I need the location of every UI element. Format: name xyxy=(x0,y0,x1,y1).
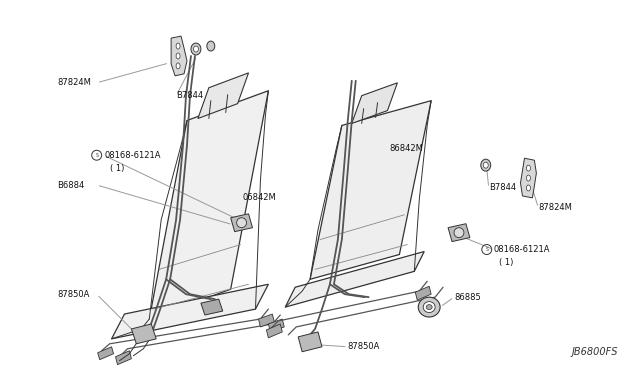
Polygon shape xyxy=(448,224,470,241)
Polygon shape xyxy=(230,214,253,232)
Ellipse shape xyxy=(527,165,531,171)
Ellipse shape xyxy=(176,63,180,69)
Polygon shape xyxy=(131,324,156,344)
Polygon shape xyxy=(266,324,282,338)
Text: 86885: 86885 xyxy=(454,293,481,302)
Ellipse shape xyxy=(481,159,491,171)
Ellipse shape xyxy=(191,43,201,55)
Text: 87850A: 87850A xyxy=(57,290,90,299)
Ellipse shape xyxy=(176,43,180,49)
Text: 87824M: 87824M xyxy=(57,78,91,87)
Ellipse shape xyxy=(193,46,198,52)
Polygon shape xyxy=(352,83,397,124)
Text: ( 1): ( 1) xyxy=(109,164,124,173)
Polygon shape xyxy=(520,158,536,198)
Text: S: S xyxy=(485,247,488,252)
Polygon shape xyxy=(171,36,187,76)
Polygon shape xyxy=(116,351,131,365)
Text: S: S xyxy=(95,153,98,158)
Polygon shape xyxy=(259,314,275,327)
Text: B7844: B7844 xyxy=(176,91,204,100)
Text: ( 1): ( 1) xyxy=(499,258,513,267)
Polygon shape xyxy=(111,284,268,339)
Text: B7844: B7844 xyxy=(489,183,516,192)
Text: 08168-6121A: 08168-6121A xyxy=(493,245,550,254)
Polygon shape xyxy=(268,319,284,332)
Ellipse shape xyxy=(527,175,531,181)
Text: 87850A: 87850A xyxy=(348,342,380,351)
Circle shape xyxy=(237,218,246,228)
Circle shape xyxy=(454,228,464,238)
Ellipse shape xyxy=(426,305,432,310)
Text: 87824M: 87824M xyxy=(538,203,572,212)
Polygon shape xyxy=(98,347,113,360)
Ellipse shape xyxy=(419,297,440,317)
Polygon shape xyxy=(201,299,223,315)
Text: B6884: B6884 xyxy=(57,180,84,189)
Text: 08168-6121A: 08168-6121A xyxy=(104,151,161,160)
Text: 06842M: 06842M xyxy=(243,193,276,202)
Polygon shape xyxy=(310,101,431,279)
Ellipse shape xyxy=(207,41,215,51)
Ellipse shape xyxy=(423,302,435,312)
Polygon shape xyxy=(298,332,322,352)
Polygon shape xyxy=(285,251,424,307)
Ellipse shape xyxy=(176,53,180,59)
Text: 86842M: 86842M xyxy=(390,144,423,153)
Ellipse shape xyxy=(483,162,488,168)
Ellipse shape xyxy=(527,185,531,191)
Polygon shape xyxy=(198,73,248,119)
Polygon shape xyxy=(415,286,431,300)
Text: JB6800FS: JB6800FS xyxy=(572,347,618,357)
Polygon shape xyxy=(149,91,268,319)
